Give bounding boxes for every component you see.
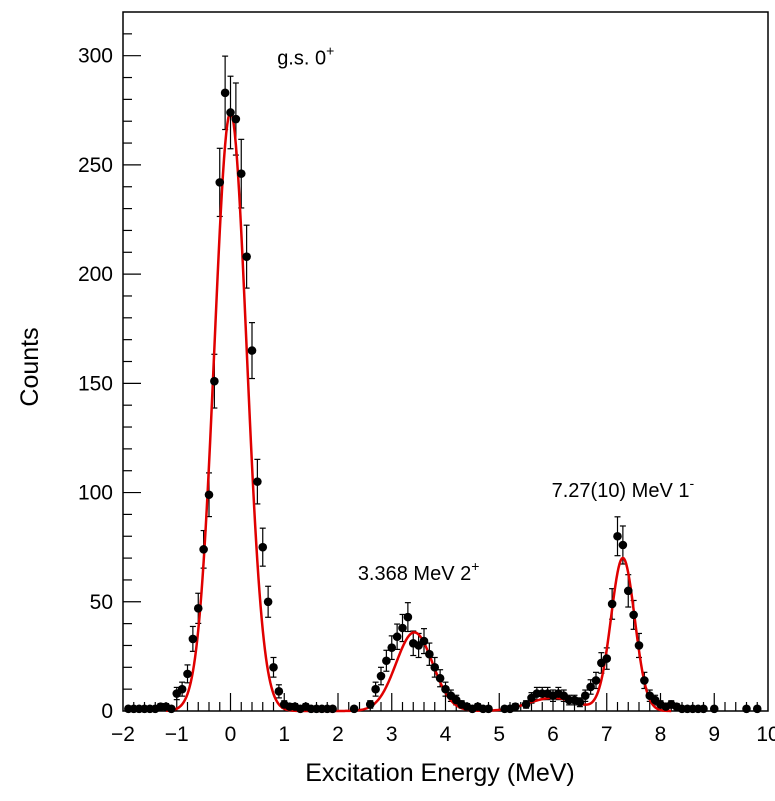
data-point: [376, 671, 386, 681]
data-point: [371, 684, 380, 694]
data-point: [591, 676, 601, 685]
x-tick-label: 8: [655, 723, 667, 746]
data-point: [236, 169, 246, 178]
data-point: [183, 669, 192, 679]
data-point: [742, 704, 751, 714]
data-points: [124, 88, 762, 714]
data-point: [575, 697, 585, 707]
data-point: [623, 586, 633, 596]
data-point: [349, 704, 359, 714]
data-point: [634, 641, 644, 650]
data-point: [586, 682, 595, 692]
data-point: [188, 634, 198, 644]
x-tick-label: 5: [493, 723, 505, 746]
data-point: [199, 545, 208, 554]
data-point: [618, 540, 628, 550]
data-point: [580, 691, 590, 701]
data-point: [699, 704, 708, 714]
data-point: [253, 477, 262, 486]
data-point: [220, 88, 230, 98]
data-point: [607, 599, 617, 609]
x-tick-label: 0: [225, 723, 237, 746]
x-tick-label: 3: [386, 723, 398, 746]
x-axis-ticks: −2 −1 0 1 2 3 4 5 6 7 8 9 10: [111, 693, 775, 746]
data-point: [425, 649, 434, 659]
x-tick-label: −2: [111, 723, 135, 746]
data-point: [640, 676, 649, 685]
data-point: [210, 376, 219, 386]
data-point: [419, 636, 429, 646]
data-point: [177, 684, 187, 694]
data-point: [258, 542, 268, 552]
data-point: [274, 687, 284, 696]
y-tick-label: 200: [78, 263, 113, 286]
peak-label: 3.368 MeV 2+: [358, 558, 480, 585]
data-point: [263, 597, 273, 607]
x-axis-title: Excitation Energy (MeV): [305, 759, 575, 787]
data-point: [613, 531, 622, 541]
data-point: [226, 108, 235, 117]
data-point: [602, 654, 612, 663]
data-point: [441, 684, 450, 694]
y-axis-title: Counts: [16, 327, 44, 406]
peak-annotations: g.s. 0+ 3.368 MeV 2+ 7.27(10) MeV 1-: [277, 42, 694, 585]
peak-label: 7.27(10) MeV 1-: [552, 475, 695, 502]
x-tick-label: 7: [601, 723, 613, 746]
data-point: [752, 704, 762, 714]
data-point: [242, 252, 251, 261]
x-tick-label: 9: [708, 723, 720, 746]
data-point: [269, 663, 278, 672]
y-tick-label: 150: [78, 372, 113, 395]
data-point: [430, 663, 440, 672]
error-bars: [125, 55, 761, 712]
data-point: [365, 700, 375, 709]
data-point: [521, 700, 531, 709]
data-point: [247, 346, 257, 355]
data-point: [392, 632, 402, 642]
y-tick-label: 50: [90, 591, 113, 614]
data-point: [511, 702, 520, 711]
data-point: [204, 490, 214, 500]
data-point: [709, 704, 719, 714]
data-point: [435, 673, 445, 683]
fit-curve: [165, 110, 672, 713]
data-point: [387, 643, 397, 652]
data-point: [231, 114, 241, 124]
data-point: [193, 604, 203, 613]
plot-frame: [122, 11, 769, 712]
peak-label: g.s. 0+: [277, 42, 334, 69]
data-point: [398, 623, 407, 633]
data-point: [484, 704, 493, 714]
data-point: [382, 656, 391, 666]
y-tick-label: 100: [78, 482, 113, 505]
y-tick-label: 300: [78, 45, 113, 68]
data-point: [167, 704, 176, 714]
data-point: [403, 612, 413, 622]
x-tick-label: 2: [332, 723, 344, 746]
y-axis-ticks: 0 50 100 150 200 250 300: [78, 33, 141, 723]
x-tick-label: 4: [440, 723, 452, 746]
data-point: [629, 610, 638, 620]
x-tick-label: −1: [165, 723, 189, 746]
data-point: [215, 178, 225, 187]
x-tick-label: 1: [278, 723, 290, 746]
y-tick-label: 0: [101, 700, 113, 723]
data-point: [328, 704, 337, 714]
y-tick-label: 250: [78, 154, 113, 177]
x-tick-label: 6: [547, 723, 559, 746]
x-tick-label: 10: [756, 723, 775, 746]
